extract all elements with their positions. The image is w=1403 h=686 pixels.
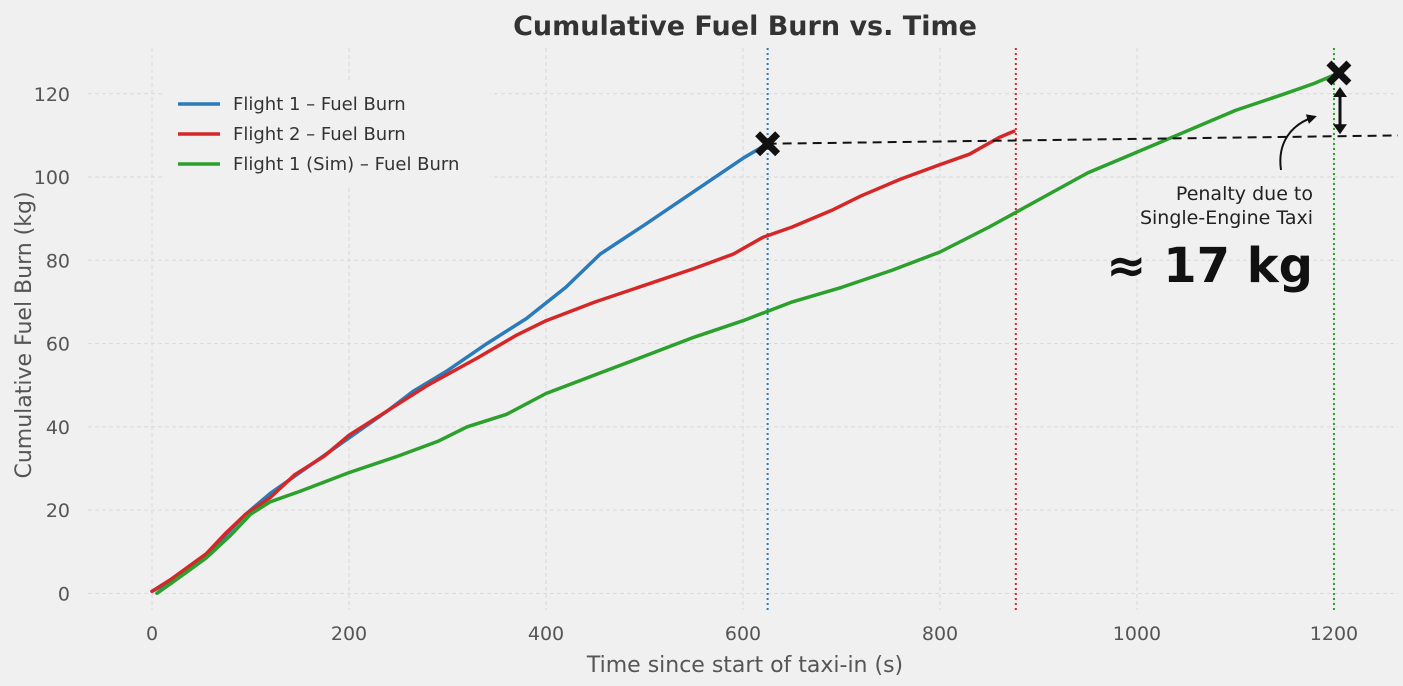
x-tick-label: 600 — [725, 623, 761, 645]
chart-title: Cumulative Fuel Burn vs. Time — [513, 11, 977, 42]
gap-arrow-head-top — [1333, 86, 1347, 97]
penalty-annotation: Penalty due to Single-Engine Taxi ≈ 17 k… — [1106, 114, 1317, 294]
series-lines — [150, 71, 1341, 596]
x-tick-label: 1200 — [1310, 623, 1358, 645]
x-tick-label: 400 — [528, 623, 564, 645]
x-marker — [755, 131, 781, 157]
series-line — [155, 71, 1341, 596]
y-tick-label: 80 — [46, 250, 70, 272]
y-tick-label: 40 — [46, 417, 70, 439]
gap-double-arrow — [1333, 86, 1347, 135]
x-tick-label: 800 — [922, 623, 958, 645]
legend: Flight 1 – Fuel Burn Flight 2 – Fuel Burn… — [165, 82, 490, 186]
y-tick-label: 20 — [46, 500, 70, 522]
x-marker — [1326, 60, 1352, 86]
x-axis-label: Time since start of taxi-in (s) — [586, 653, 903, 678]
reference-line-group — [767, 134, 1399, 145]
y-tick-label: 0 — [58, 583, 70, 605]
series-line — [150, 129, 1016, 594]
y-tick-labels: 0 20 40 60 80 100 120 — [34, 84, 70, 606]
y-tick-label: 100 — [34, 167, 70, 189]
annotation-curved-arrow — [1279, 114, 1317, 171]
x-tick-labels: 0 200 400 600 800 1000 1200 — [146, 623, 1358, 645]
x-tick-label: 200 — [331, 623, 367, 645]
reference-line — [767, 134, 1399, 145]
annotation-value: ≈ 17 kg — [1106, 238, 1313, 294]
y-tick-label: 60 — [46, 334, 70, 356]
legend-entry: Flight 1 – Fuel Burn — [233, 94, 406, 115]
x-tick-label: 0 — [146, 623, 158, 645]
y-tick-label: 120 — [34, 84, 70, 106]
vertical-marker-lines — [766, 48, 1335, 610]
annotation-line2: Single-Engine Taxi — [1140, 207, 1313, 229]
legend-entry: Flight 2 – Fuel Burn — [233, 124, 406, 145]
legend-entry: Flight 1 (Sim) – Fuel Burn — [233, 154, 459, 175]
annotation-line1: Penalty due to — [1176, 183, 1313, 205]
y-axis-label: Cumulative Fuel Burn (kg) — [12, 191, 37, 478]
x-tick-label: 1000 — [1113, 623, 1161, 645]
gap-arrow-head-bottom — [1333, 124, 1347, 135]
point-markers — [755, 60, 1352, 157]
